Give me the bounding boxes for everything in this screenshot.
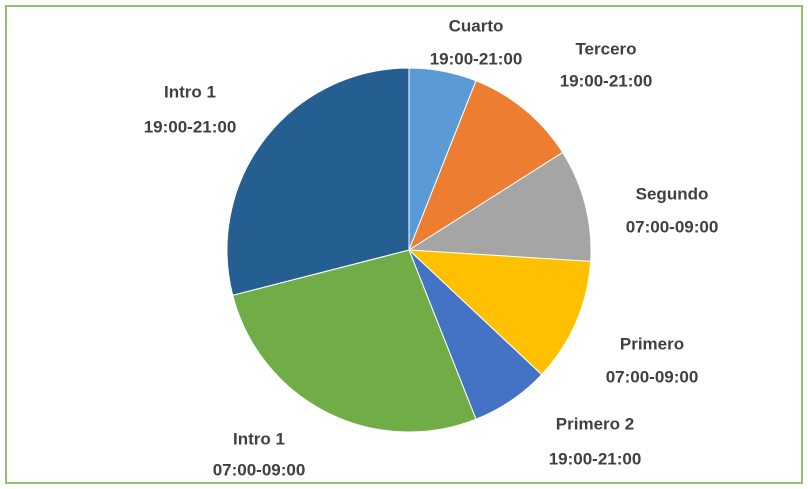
slice-label: Tercero [575, 39, 636, 58]
pie-slice [226, 67, 410, 296]
pie-slice [407, 80, 564, 252]
slice-label: 07:00-09:00 [626, 217, 719, 236]
slice-label: Intro 1 [164, 82, 216, 101]
slice-label: 19:00-21:00 [560, 71, 653, 90]
pie-slice [407, 249, 592, 376]
slice-label: Primero 2 [556, 414, 634, 433]
slice-label: 07:00-09:00 [213, 460, 306, 479]
slice-label: 19:00-21:00 [430, 49, 523, 68]
slice-label: 07:00-09:00 [606, 367, 699, 386]
slice-label: Segundo [636, 184, 709, 203]
slice-label: 19:00-21:00 [549, 449, 642, 468]
pie-slice [407, 151, 592, 262]
slice-label: 19:00-21:00 [144, 117, 237, 136]
pie-slice [232, 249, 477, 433]
slice-label: Intro 1 [233, 429, 285, 448]
slice-label: Cuarto [449, 16, 504, 35]
slice-label: Primero [620, 334, 684, 353]
